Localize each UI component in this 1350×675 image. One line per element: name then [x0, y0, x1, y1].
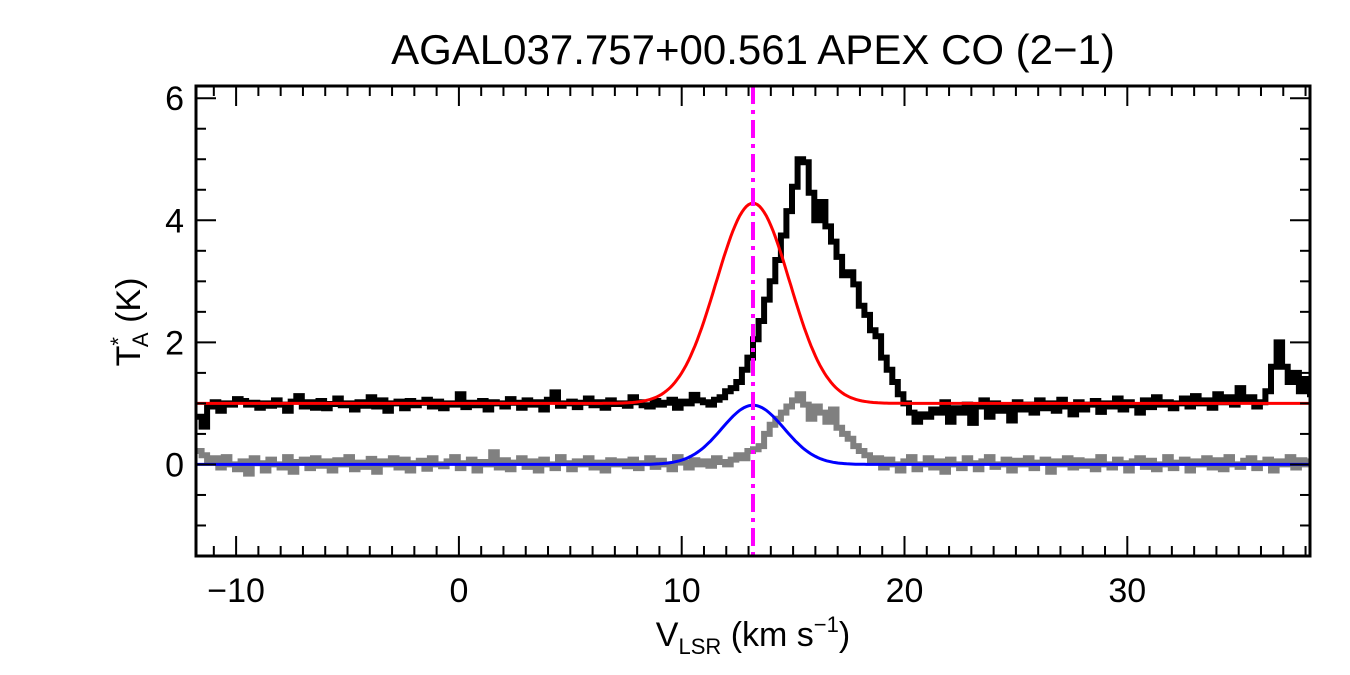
y-axis-label: T*A (K) [106, 278, 153, 367]
plot-frame [194, 84, 1312, 558]
y-axis-ticks: 0 2 4 6 [165, 80, 184, 484]
x-tick-label: 10 [663, 572, 701, 610]
minor-ticks [196, 86, 1310, 557]
y-tick-label: 4 [165, 202, 184, 240]
x-tick-label: 20 [886, 572, 924, 610]
y-tick-label: 0 [165, 446, 184, 484]
chart-title: AGAL037.757+00.561 APEX CO (2−1) [391, 26, 1115, 73]
x-tick-label: −10 [207, 572, 265, 610]
y-tick-label: 2 [165, 324, 184, 362]
y-tick-label: 6 [165, 80, 184, 118]
spectrum-co-line [196, 156, 1310, 430]
plot-series [196, 86, 1310, 556]
x-tick-label: 0 [449, 572, 468, 610]
x-tick-label: 30 [1108, 572, 1146, 610]
x-axis-ticks: −10 0 10 20 30 [207, 572, 1146, 610]
x-axis-label: VLSR (km s−1) [656, 612, 850, 659]
